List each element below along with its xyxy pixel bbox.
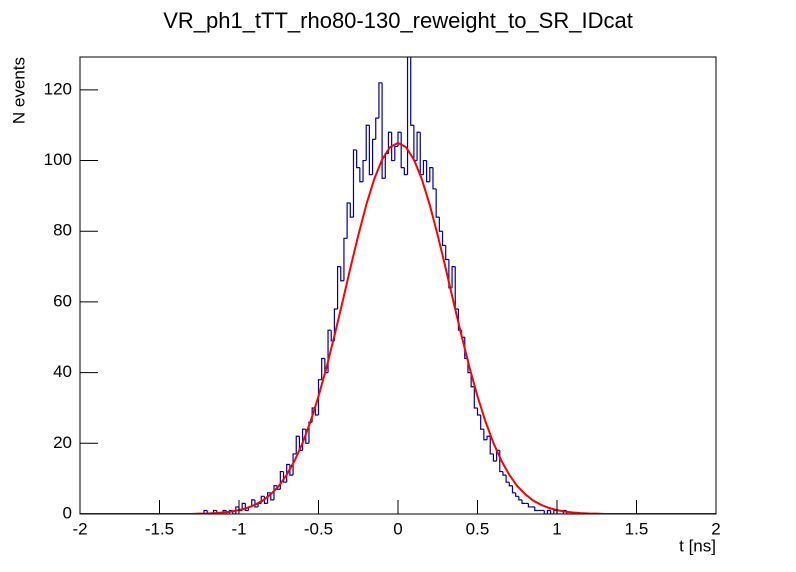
histogram-bin — [368, 125, 373, 176]
histogram-bin — [438, 217, 443, 232]
histogram-bin — [317, 379, 322, 416]
histogram-bin — [486, 435, 491, 440]
histogram-bin — [505, 475, 510, 483]
y-tick-label: 40 — [53, 362, 72, 381]
histogram-bin — [470, 372, 475, 388]
histogram-bin — [371, 138, 376, 175]
histogram-bin — [515, 492, 519, 497]
histogram-bin — [346, 202, 351, 239]
y-tick-label: 120 — [44, 79, 72, 98]
histogram-bin — [546, 509, 551, 514]
histogram-bin — [406, 57, 409, 175]
x-axis-label: t [ns] — [679, 536, 716, 555]
histogram-bin — [543, 510, 548, 514]
histogram-bin — [336, 265, 341, 310]
histogram-bin — [244, 503, 249, 512]
histogram-bin — [508, 482, 513, 487]
histogram-bin — [375, 117, 379, 140]
chart-title: VR_ph1_tTT_rho80-130_reweight_to_SR_IDca… — [163, 8, 633, 33]
histogram-bin — [273, 485, 278, 500]
histogram-bin — [391, 132, 395, 162]
plot-area — [80, 57, 716, 514]
histogram-bin — [426, 160, 430, 183]
x-tick-label: -1.5 — [145, 519, 174, 538]
histogram-bin — [394, 145, 398, 161]
histogram-bin — [410, 57, 414, 126]
histogram-bin — [422, 159, 427, 175]
histogram-bin — [340, 266, 344, 282]
histogram-bin — [359, 167, 364, 183]
histogram-bin — [362, 159, 367, 182]
histogram-bin — [451, 265, 456, 288]
histogram-bin — [343, 237, 348, 281]
x-tick-label: -0.5 — [304, 519, 333, 538]
histogram-bin — [251, 499, 255, 507]
histogram-bin — [476, 407, 481, 416]
histogram-bin — [435, 188, 440, 218]
histogram-bin — [416, 131, 421, 161]
histogram-bin — [241, 502, 246, 511]
histogram-bin — [282, 471, 287, 483]
histogram-bin — [429, 167, 433, 182]
y-tick-label: 80 — [53, 221, 72, 240]
histogram-bin — [550, 510, 554, 514]
histogram-bin — [521, 499, 526, 504]
histogram-bin — [321, 357, 325, 380]
histogram-bin — [387, 131, 392, 154]
histogram-bin — [445, 245, 449, 261]
histogram-bin — [333, 308, 338, 341]
y-tick-label: 100 — [44, 150, 72, 169]
histogram-bin — [441, 231, 446, 246]
histogram-bin — [397, 131, 402, 147]
histogram-bin — [356, 149, 360, 169]
x-tick-label: 1.5 — [625, 519, 649, 538]
histogram-bin — [254, 499, 259, 508]
x-tick-label: 0 — [393, 519, 402, 538]
histogram-bin — [483, 429, 488, 441]
x-tick-label: -2 — [72, 519, 87, 538]
histogram-bin — [489, 436, 494, 455]
histogram-bin — [216, 510, 220, 514]
histogram-bin — [267, 492, 271, 504]
histogram-bin — [432, 167, 437, 190]
histogram-bin — [381, 82, 386, 179]
histogram-bin — [473, 386, 478, 409]
histogram-bin — [352, 149, 357, 218]
fit-curve — [80, 141, 716, 514]
y-tick-label: 0 — [63, 503, 72, 522]
histogram-bin — [206, 510, 211, 514]
histogram-bin — [403, 167, 408, 176]
histogram-bin — [349, 202, 354, 218]
histogram-bin — [314, 407, 319, 416]
histogram-bin — [492, 453, 497, 462]
x-tick-label: 0.5 — [466, 519, 490, 538]
y-tick-label: 20 — [53, 433, 72, 452]
histogram-bin — [365, 124, 370, 161]
y-tick-label: 60 — [53, 291, 72, 310]
histogram-bin — [534, 506, 538, 512]
x-tick-label: 2 — [711, 519, 720, 538]
histogram-bin — [480, 415, 484, 430]
x-tick-label: 1 — [552, 519, 561, 538]
histogram-bin — [511, 485, 516, 494]
histogram-bin — [292, 453, 297, 476]
y-axis-label: N events — [9, 57, 28, 124]
histogram-bin — [518, 496, 523, 501]
histogram-bin — [527, 503, 532, 508]
histogram-bin — [295, 435, 300, 454]
histogram-bin — [378, 82, 383, 119]
histogram-bin — [502, 471, 507, 476]
x-tick-label: -1 — [231, 519, 246, 538]
